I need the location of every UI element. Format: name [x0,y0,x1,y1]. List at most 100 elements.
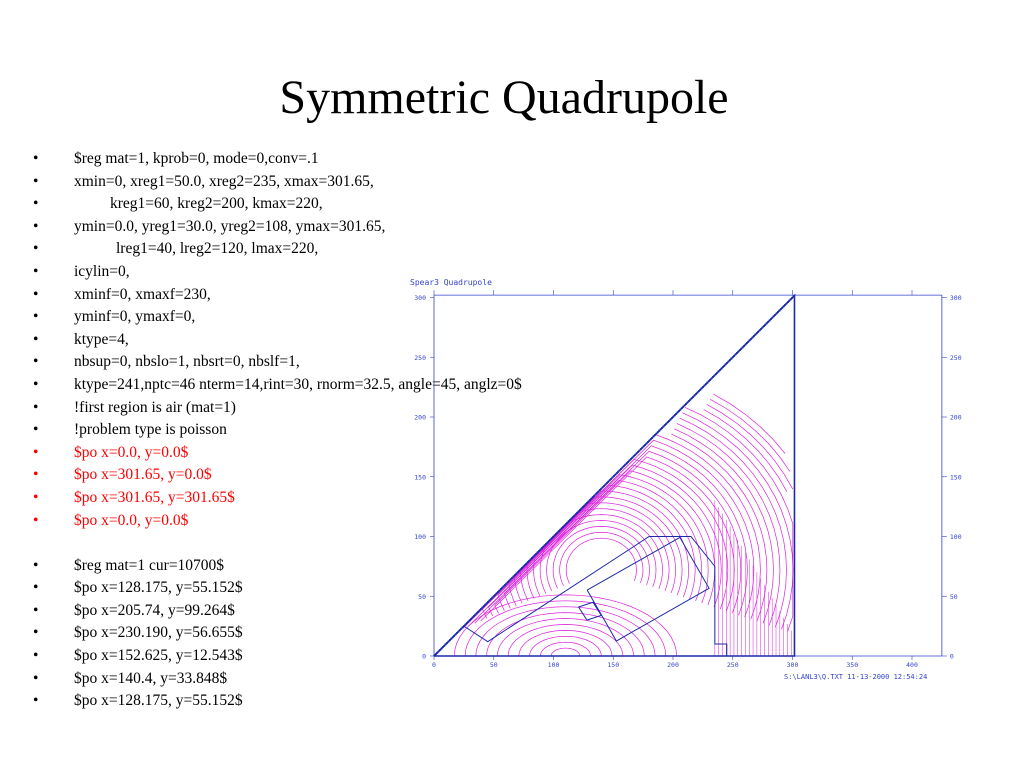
field-line [546,520,657,592]
field-plot: Spear3 Quadrupole S:\LANL3\Q.TXT 11-13-20… [410,278,962,681]
bullet-dot: • [33,466,39,484]
bullet-dot: • [33,353,39,371]
field-line [676,423,781,626]
bullet-text: $po x=152.625, y=12.543$ [74,647,243,665]
bullet-dot: • [33,308,39,326]
coil-small [577,601,603,621]
field-line [713,393,786,454]
field-line-inner [486,612,645,657]
bullet-dot: • [33,692,39,710]
field-line [552,526,650,589]
bullet-text: nbsup=0, nbslo=1, nbsrt=0, nbslf=1, [74,353,300,371]
x-tick-label: 50 [490,661,498,669]
field-line-inner [518,630,613,657]
y-tick-label-right: 100 [950,533,962,541]
bullet-text: ymin=0.0, yreg1=30.0, yreg2=108, ymax=30… [74,217,386,235]
field-line [488,464,722,616]
bullet-dot: • [33,398,39,416]
field-line [684,407,794,632]
bullet-dot: • [33,285,39,303]
bullet-text: ktype=241,nptc=46 nterm=14,rint=30, rnor… [74,375,522,393]
field-line-inner [453,594,677,657]
bullet-text: yminf=0, ymaxf=0, [74,308,196,326]
bullet-dot: • [33,330,39,348]
field-line [559,531,644,587]
bullet-text: !first region is air (mat=1) [74,398,236,416]
field-line-inner [529,635,602,657]
bullet-dot: • [33,511,39,529]
bullet-dot: • [33,601,39,619]
y-tick-label: 250 [414,354,426,362]
slide-title: Symmetric Quadrupole [279,71,729,124]
x-tick-label: 100 [548,661,560,669]
field-line [474,450,742,624]
bullet-dot: • [33,647,39,665]
bullet-dot: • [33,669,39,687]
y-tick-label: 300 [414,294,426,302]
y-tick-label: 0 [422,653,426,661]
field-line-inner [475,606,656,657]
bullet-text: kreg1=60, kreg2=200, kmax=220, [110,195,323,213]
bullet-dot: • [33,556,39,574]
bullet-dot: • [33,217,39,235]
bullet-text: !problem type is poisson [74,421,227,439]
field-line [481,459,729,619]
y-tick-label-right: 200 [950,414,962,422]
y-tick-label-right: 0 [950,653,954,661]
bullet-dot: • [33,150,39,167]
field-line-inner [496,618,634,657]
x-tick-label: 350 [846,661,858,669]
y-tick-label: 150 [414,473,426,481]
field-line-inner [550,647,581,657]
field-line [565,537,637,584]
field-line [673,428,774,624]
field-line [655,434,761,620]
x-tick-label: 150 [607,661,619,669]
field-line-inner [507,624,624,657]
bullet-dot: • [33,172,39,190]
bullet-dot: • [33,624,39,642]
y-tick-label: 200 [414,414,426,422]
x-tick-label: 300 [787,661,799,669]
boundary-diagonal [433,294,796,657]
field-line [503,480,703,609]
field-line [706,404,794,490]
bullet-text: $po x=301.65, y=0.0$ [74,466,212,484]
field-line-inner [464,600,667,657]
x-tick-label: 250 [727,661,739,669]
y-tick-label: 100 [414,533,426,541]
y-tick-label-right: 50 [950,593,958,601]
field-line [703,409,788,492]
field-line [671,433,768,622]
plot-title: Spear3 Quadrupole [410,278,492,287]
bullet-text: $reg mat=1 cur=10700$ [74,556,225,574]
field-line [513,490,689,604]
bullet-text: $po x=128.175, y=55.152$ [74,579,243,597]
bullet-text: lreg1=40, lreg2=120, lmax=220, [116,240,319,258]
bullet-dot: • [33,240,39,258]
field-line-inner [540,641,591,657]
y-tick-label-right: 300 [950,294,962,302]
y-tick-label: 50 [418,593,426,601]
field-line [679,417,787,628]
bullet-text: $po x=205.74, y=99.264$ [74,601,235,619]
field-line [497,474,709,611]
bullet-text: xmin=0, xreg1=50.0, xreg2=235, xmax=301.… [74,172,374,190]
bullet-dot: • [33,262,39,280]
field-line [462,439,755,629]
bullet-dot: • [33,443,39,461]
bullet-dot: • [33,421,39,439]
bullet-dot: • [33,579,39,597]
bullet-text: $po x=128.175, y=55.152$ [74,692,243,710]
bullet-text: $po x=301.65, y=301.65$ [74,488,235,506]
bullet-text: xminf=0, xmaxf=230, [74,285,211,303]
bullet-text: $po x=140.4, y=33.848$ [74,669,228,687]
field-line [468,445,748,627]
bullet-text: $po x=230.190, y=56.655$ [74,624,243,642]
plot-footer: S:\LANL3\Q.TXT 11-13-2000 12:54:24 [784,673,927,681]
field-line [710,398,791,472]
x-tick-label: 400 [906,661,918,669]
bullet-text: $po x=0.0, y=0.0$ [74,511,189,529]
field-line [533,508,670,597]
x-tick-label: 200 [667,661,679,669]
